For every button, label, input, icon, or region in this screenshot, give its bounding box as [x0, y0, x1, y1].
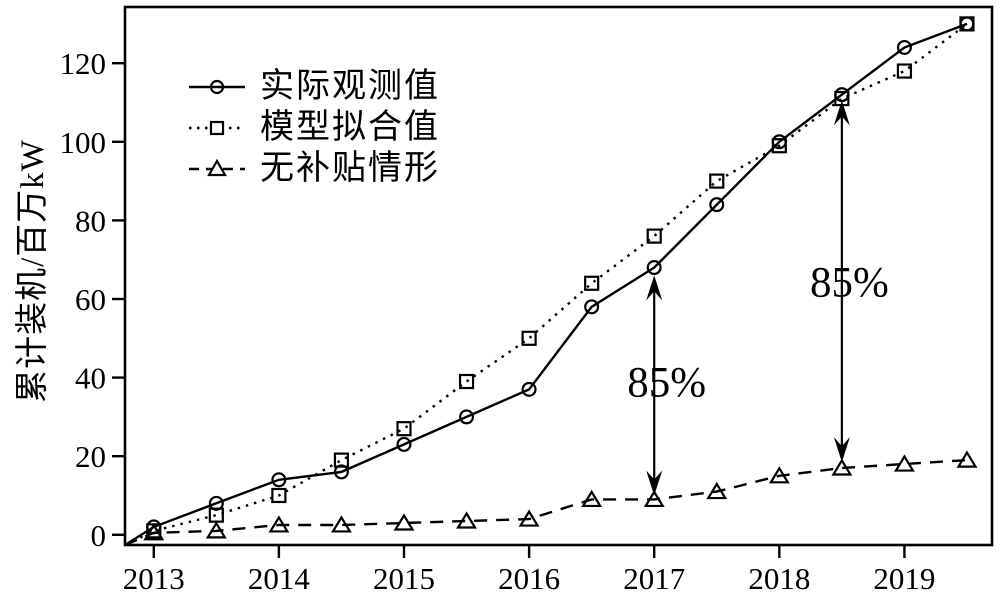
circle-marker — [896, 39, 912, 55]
circle-marker — [709, 197, 725, 213]
circle-marker — [521, 381, 537, 397]
circle-marker — [396, 436, 412, 452]
triangle-marker — [706, 481, 728, 500]
legend-item-fitted: 模型拟合值 — [188, 107, 440, 148]
x-tick-label: 2013 — [123, 561, 185, 596]
circle-marker — [333, 464, 349, 480]
square-marker — [959, 16, 975, 32]
x-tick-label: 2019 — [873, 561, 935, 596]
triangle-marker — [893, 454, 915, 472]
square-marker — [458, 373, 475, 390]
legend-item-observed: 实际观测值 — [188, 66, 440, 107]
triangle-marker — [268, 515, 290, 533]
x-tick-label: 2018 — [748, 561, 810, 596]
triangle-marker — [330, 515, 352, 533]
triangle-marker — [956, 450, 978, 468]
y-tick-label: 40 — [75, 361, 106, 396]
circle-marker — [208, 495, 224, 511]
triangle-marker — [143, 523, 165, 541]
square-marker — [646, 228, 662, 244]
legend-label-observed: 实际观测值 — [260, 68, 440, 105]
arrowhead-up-icon — [646, 275, 663, 301]
square-marker — [521, 330, 537, 346]
solid-line-circle-marker-icon — [189, 79, 245, 94]
y-tick-label: 0 — [91, 518, 107, 553]
circle-marker — [584, 299, 600, 315]
x-tick-label: 2014 — [248, 561, 311, 596]
square-marker — [771, 138, 787, 154]
triangle-marker — [643, 489, 665, 508]
series-line-solid — [124, 22, 968, 547]
annotation-label: 85% — [627, 360, 706, 407]
y-tick-label: 80 — [75, 203, 106, 238]
triangle-marker — [831, 458, 853, 476]
square-marker — [584, 275, 600, 291]
x-tick-label: 2016 — [498, 561, 560, 596]
y-tick-label: 100 — [60, 125, 107, 160]
triangle-marker — [393, 513, 415, 531]
square-marker — [396, 421, 412, 437]
square-marker — [333, 452, 350, 468]
dashed-line-triangle-marker-icon — [189, 158, 245, 176]
plot-border — [123, 5, 994, 547]
y-tick-label: 20 — [75, 439, 106, 474]
circle-marker — [646, 260, 662, 276]
triangle-marker — [518, 509, 540, 527]
legend-label-fitted: 模型拟合值 — [260, 109, 440, 146]
circle-marker — [271, 472, 287, 488]
arrowhead-up-icon — [833, 100, 850, 126]
y-axis-title: 累计装机/百万kW — [15, 139, 51, 403]
triangle-marker — [581, 489, 603, 508]
x-tick-label: 2017 — [623, 561, 685, 596]
annotation-label: 85% — [810, 259, 889, 306]
triangle-marker — [205, 521, 227, 539]
y-tick-label: 120 — [60, 46, 107, 81]
square-marker — [896, 63, 913, 79]
legend-label-no-subsidy: 无补贴情形 — [260, 150, 440, 187]
legend-item-no-subsidy: 无补贴情形 — [188, 148, 440, 189]
circle-marker — [459, 409, 475, 425]
square-marker — [271, 487, 287, 504]
arrowhead-down-icon — [646, 470, 663, 496]
legend: 实际观测值 模型拟合值 无补贴情形 — [188, 66, 440, 189]
triangle-marker — [768, 466, 790, 484]
square-marker — [709, 173, 725, 189]
y-tick-label: 60 — [75, 282, 106, 317]
dotted-line-square-marker-icon — [189, 120, 245, 135]
arrowhead-down-icon — [833, 437, 850, 463]
series-line-dashed — [124, 458, 968, 547]
triangle-marker — [456, 511, 478, 529]
x-tick-label: 2015 — [373, 561, 435, 596]
